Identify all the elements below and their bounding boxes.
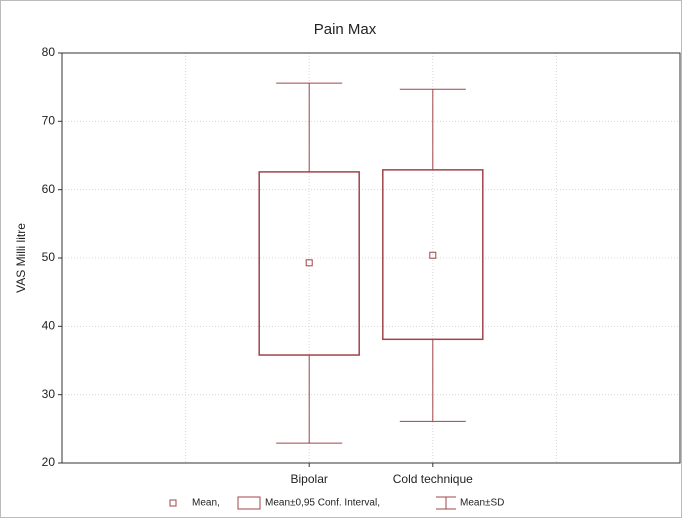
legend-icon-mean xyxy=(169,499,177,507)
y-tick-label: 80 xyxy=(42,45,56,59)
x-tick-label: Cold technique xyxy=(393,472,473,486)
y-tick-label: 50 xyxy=(42,250,56,264)
plot-area xyxy=(61,52,681,464)
x-tick-label: Bipolar xyxy=(291,472,328,486)
legend-icon-ci xyxy=(237,496,261,510)
mean-marker xyxy=(429,251,437,259)
y-tick-label: 40 xyxy=(42,319,56,333)
y-tick-label: 60 xyxy=(42,182,56,196)
mean-marker xyxy=(305,259,313,267)
chart-title: Pain Max xyxy=(314,21,377,38)
legend-label: Mean±SD xyxy=(460,498,504,509)
y-tick-label: 30 xyxy=(42,387,56,401)
ci-box xyxy=(382,169,484,341)
y-tick-label: 20 xyxy=(42,455,56,469)
y-tick-label: 70 xyxy=(42,114,56,128)
y-axis-label: VAS Milli litre xyxy=(14,223,28,293)
ci-box xyxy=(258,171,360,356)
legend-label: Mean±0,95 Conf. Interval, xyxy=(265,498,380,509)
legend-label: Mean, xyxy=(192,498,220,509)
legend-icon-sd xyxy=(436,496,456,510)
